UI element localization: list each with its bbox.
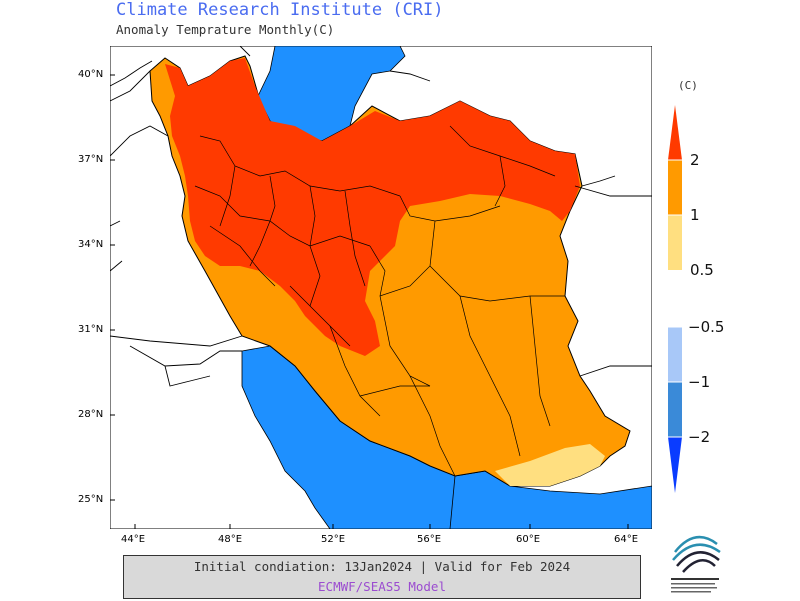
lat-label: 28°N: [78, 409, 104, 420]
legend-label: −2: [688, 428, 711, 446]
legend-label: 2: [690, 151, 700, 169]
logo-svg: [671, 535, 721, 593]
legend-unit: (C): [678, 79, 698, 92]
latitude-axis: [110, 74, 115, 501]
legend-swatch-1-2: [668, 160, 682, 215]
province-borders: [194, 125, 565, 477]
page-subtitle: Anomaly Temprature Monthly(C): [116, 22, 335, 37]
research-institute-logo-icon: [665, 522, 725, 597]
page-title: Climate Research Institute (CRI): [116, 0, 444, 20]
country-borders: [109, 45, 652, 387]
lon-label: 56°E: [417, 534, 442, 545]
lon-label: 52°E: [321, 534, 346, 545]
legend-swatch-above-2: [668, 105, 682, 160]
legend-swatch-05-1: [668, 215, 682, 270]
anomaly-red-region: [165, 58, 580, 356]
anomaly-yellow-region: [495, 444, 605, 486]
legend-label: 1: [690, 206, 700, 224]
lon-label: 44°E: [121, 534, 146, 545]
legend-label: −0.5: [688, 318, 725, 336]
lat-label: 40°N: [78, 69, 104, 80]
legend-label: −1: [688, 373, 711, 391]
anomaly-map: [109, 45, 653, 530]
lon-label: 64°E: [614, 534, 639, 545]
lat-label: 31°N: [78, 324, 104, 335]
map-svg: [109, 45, 653, 530]
legend-swatch-below-m2: [668, 437, 682, 493]
legend-swatch-m05-m1: [668, 327, 682, 382]
model-name-text: ECMWF/SEAS5 Model: [318, 579, 446, 594]
lon-label: 60°E: [516, 534, 541, 545]
initial-condition-text: Initial condiation: 13Jan2024 | Valid fo…: [193, 559, 571, 574]
color-legend: (C) 2 1 0.5 −0.5 −1 −2: [660, 75, 740, 505]
legend-bar: [668, 105, 684, 493]
lon-label: 48°E: [218, 534, 243, 545]
lat-label: 25°N: [78, 494, 104, 505]
lat-label: 37°N: [78, 154, 104, 165]
legend-swatch-m1-m2: [668, 382, 682, 437]
footer-box: Initial condiation: 13Jan2024 | Valid fo…: [123, 555, 641, 599]
lat-label: 34°N: [78, 239, 104, 250]
legend-label: 0.5: [690, 261, 714, 279]
longitude-axis: [134, 524, 629, 529]
